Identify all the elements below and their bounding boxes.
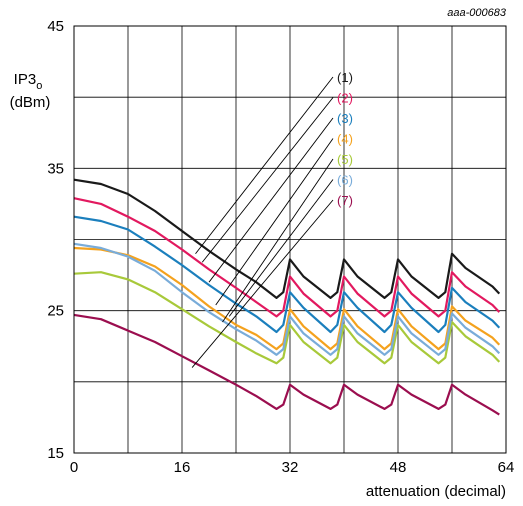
series-line-3 xyxy=(73,215,501,334)
legend-label-3: (3) xyxy=(337,111,353,126)
y-axis-title-subscript: o xyxy=(36,80,42,92)
series-line-2 xyxy=(73,197,501,318)
x-tick-label: 0 xyxy=(70,459,78,476)
legend: (1) (2) (3) (4) (5) (6) (7) xyxy=(337,70,353,208)
y-axis-unit: (dBm) xyxy=(10,94,51,111)
series-line-5 xyxy=(73,271,501,365)
legend-label-7: (7) xyxy=(337,193,353,208)
plot-border xyxy=(73,25,507,454)
y-tick-label: 15 xyxy=(47,445,64,462)
legend-label-4: (4) xyxy=(337,132,353,147)
grid xyxy=(74,26,506,453)
callout-line-3 xyxy=(208,117,334,283)
x-axis-title: attenuation (decimal) xyxy=(366,483,506,500)
y-axis-title: IP3o xyxy=(14,71,43,92)
legend-label-6: (6) xyxy=(337,173,353,188)
y-axis-title-main: IP3 xyxy=(14,71,37,88)
y-tick-label: 45 xyxy=(47,18,64,35)
callout-line-4 xyxy=(215,138,334,306)
series-line-7 xyxy=(73,313,500,416)
series-layer xyxy=(73,178,501,416)
x-tick-labels: 0 16 32 48 64 xyxy=(70,459,515,476)
figure-id: aaa-000683 xyxy=(447,7,507,19)
callout-layer xyxy=(191,76,334,368)
callout-line-1 xyxy=(195,76,334,255)
callout-line-6 xyxy=(228,179,334,317)
x-tick-label: 16 xyxy=(174,459,191,476)
y-tick-label: 25 xyxy=(47,303,64,320)
x-tick-label: 64 xyxy=(498,459,515,476)
x-tick-label: 48 xyxy=(390,459,407,476)
series-line-6 xyxy=(73,242,501,356)
series-line-1 xyxy=(73,178,501,299)
legend-label-1: (1) xyxy=(337,70,353,85)
callout-line-2 xyxy=(201,97,334,263)
legend-label-5: (5) xyxy=(337,152,353,167)
x-tick-label: 32 xyxy=(282,459,299,476)
series-line-4 xyxy=(73,246,501,351)
y-tick-labels: 15 25 35 45 xyxy=(47,18,64,462)
legend-label-2: (2) xyxy=(337,91,353,106)
callout-line-5 xyxy=(222,158,334,323)
y-tick-label: 35 xyxy=(47,160,64,177)
callout-line-7 xyxy=(191,199,334,368)
